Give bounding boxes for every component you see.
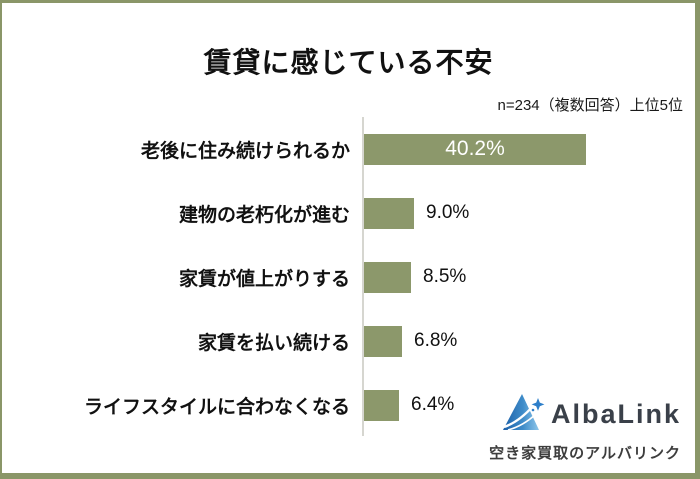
category-label: 家賃が値上がりする	[178, 268, 350, 290]
bar-row-4: 家賃を払い続ける 6.8%	[2, 309, 695, 373]
value-label: 40.2%	[445, 137, 505, 160]
value-label: 6.8%	[414, 330, 458, 351]
category-label: 建物の老朽化が進む	[178, 204, 350, 226]
value-label: 6.4%	[411, 394, 455, 415]
chart-title: 賃貸に感じている不安	[203, 47, 494, 78]
albalink-logo: AlbaLink 空き家買取のアルバリンク	[489, 392, 681, 463]
mountain-logo-icon	[501, 392, 545, 437]
brand-name: AlbaLink	[550, 399, 681, 429]
value-label: 9.0%	[426, 202, 470, 223]
bar-row-2: 建物の老朽化が進む 9.0%	[2, 181, 695, 245]
bar: 40.2%	[364, 133, 586, 165]
value-label: 8.5%	[423, 266, 467, 287]
category-label: 家賃を払い続ける	[197, 332, 350, 354]
bar	[364, 197, 414, 229]
brand-tagline: 空き家買取のアルバリンク	[489, 445, 681, 462]
bar	[364, 389, 399, 421]
category-label: ライフスタイルに合わなくなる	[83, 396, 350, 418]
bar-row-3: 家賃が値上がりする 8.5%	[2, 245, 695, 309]
bar	[364, 325, 402, 357]
bar-chart: 老後に住み続けられるか 40.2% 建物の老朽化が進む 9.0% 家賃が値上がり…	[2, 117, 695, 437]
bar-row-5: ライフスタイルに合わなくなる 6.4%	[2, 373, 695, 437]
y-axis-line	[362, 117, 364, 436]
sample-size-note: n=234（複数回答）上位5位	[497, 97, 683, 114]
category-label: 老後に住み続けられるか	[140, 140, 350, 162]
bar	[364, 261, 411, 293]
bar-row-1: 老後に住み続けられるか 40.2%	[2, 117, 695, 181]
